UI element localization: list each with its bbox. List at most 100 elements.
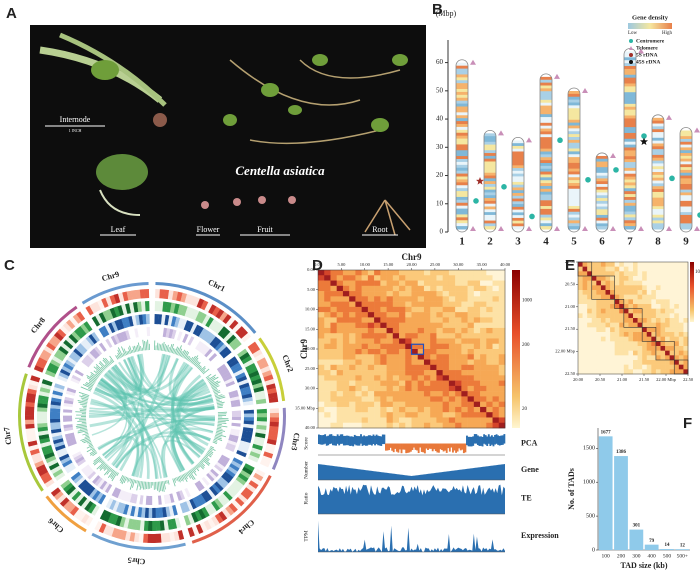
heatmap-cell	[411, 322, 419, 329]
gene-bar	[80, 397, 89, 401]
heatmap-cell	[646, 350, 652, 356]
synteny-link	[178, 383, 208, 402]
heatmap-cell	[392, 327, 400, 334]
heatmap-cell	[361, 385, 369, 392]
heatmap-cell	[342, 354, 350, 360]
heatmap-cell	[399, 422, 406, 429]
chromosome-arc	[271, 407, 286, 470]
track-segment	[161, 507, 167, 518]
track-segment	[243, 359, 255, 368]
heatmap-cell	[628, 369, 634, 375]
heatmap-cell	[324, 359, 331, 366]
heatmap-cell	[582, 313, 588, 319]
panel-label: C	[4, 257, 15, 274]
heatmap-cell	[605, 336, 611, 342]
track-segment	[248, 370, 260, 379]
pca-bar	[349, 436, 352, 446]
gene-density-stripe	[568, 162, 580, 167]
gene-density-stripe	[540, 168, 552, 173]
heatmap-cell	[669, 290, 675, 295]
track-segment	[169, 493, 175, 503]
gene-bar	[217, 406, 223, 409]
heatmap-cell	[361, 364, 369, 371]
gene-density-stripe	[652, 186, 664, 190]
gene-density-stripe	[652, 160, 664, 164]
heatmap-cell	[628, 294, 634, 300]
gene-bar	[195, 362, 201, 368]
gene-density-stripe	[540, 128, 552, 132]
track-segment	[189, 485, 197, 495]
heatmap-cell	[683, 355, 689, 361]
track-segment	[229, 393, 239, 399]
heatmap-cell	[665, 266, 670, 272]
track-segment	[97, 493, 107, 505]
track-segment	[176, 331, 183, 341]
track-segment	[71, 374, 82, 382]
heatmap-cell	[380, 285, 387, 292]
heatmap-cell	[423, 375, 431, 381]
pca-bar	[458, 443, 461, 449]
track-segment	[77, 496, 88, 507]
track-segment	[102, 524, 111, 535]
heatmap-cell	[349, 285, 356, 292]
gene-density-stripe	[596, 186, 608, 191]
gene-bar	[187, 356, 191, 361]
gene-density-stripe	[456, 124, 468, 128]
track-segment	[221, 372, 232, 380]
gene-density-stripe	[456, 188, 468, 192]
heatmap-cell	[683, 308, 689, 314]
gene-density-stripe	[568, 171, 580, 175]
track-segment	[226, 356, 237, 366]
track-segment	[124, 316, 131, 328]
gene-density-stripe	[540, 174, 552, 178]
heatmap-cell	[628, 341, 634, 347]
heatmap-cell	[623, 290, 629, 295]
heatmap-cell	[336, 385, 344, 392]
heatmap-cell	[336, 422, 344, 429]
heatmap-cell	[330, 349, 337, 355]
heatmap-cell	[665, 299, 670, 305]
heatmap-cell	[683, 271, 689, 277]
gene-density-stripe	[596, 192, 608, 196]
track-segment	[40, 441, 52, 448]
gene-density-stripe	[540, 162, 552, 167]
gene-density-stripe	[568, 134, 580, 138]
y-tick-label: 60	[436, 58, 444, 66]
track-segment	[74, 493, 85, 504]
heatmap-cell	[610, 364, 615, 370]
heatmap-cell	[591, 266, 597, 272]
track-segment	[237, 473, 249, 483]
track-segment	[218, 511, 228, 522]
heatmap-cell	[411, 354, 419, 360]
heatmap-cell	[336, 359, 344, 366]
synteny-link	[110, 366, 145, 479]
gene-bar	[127, 477, 130, 483]
track-segment	[25, 401, 35, 408]
heatmap-cell	[596, 322, 602, 328]
heatmap-cell	[417, 338, 425, 345]
gene-density-stripe	[456, 112, 468, 116]
heatmap-cell	[646, 332, 652, 337]
heatmap-cell	[380, 333, 387, 339]
x-tick-label: 2	[487, 236, 493, 248]
heatmap-cell	[678, 266, 684, 272]
heatmap-cell	[324, 296, 331, 302]
track-segment	[102, 310, 111, 322]
heatmap-cell	[473, 338, 481, 345]
heatmap-cell	[461, 312, 468, 318]
gene-density-stripe	[540, 108, 552, 112]
heatmap-cell	[423, 354, 431, 360]
heatmap-cell	[367, 349, 375, 355]
track-segment	[77, 343, 88, 353]
heatmap-cell	[380, 296, 387, 302]
synteny-link	[160, 439, 201, 478]
tad-box	[614, 299, 625, 309]
track-segment	[119, 516, 126, 528]
track-segment	[67, 440, 77, 447]
heatmap-cell	[355, 280, 362, 287]
heatmap-cell	[423, 296, 431, 302]
centromere	[697, 212, 700, 218]
gene-density-stripe	[624, 220, 636, 224]
track-segment	[84, 500, 94, 512]
heatmap-cell	[386, 291, 394, 297]
